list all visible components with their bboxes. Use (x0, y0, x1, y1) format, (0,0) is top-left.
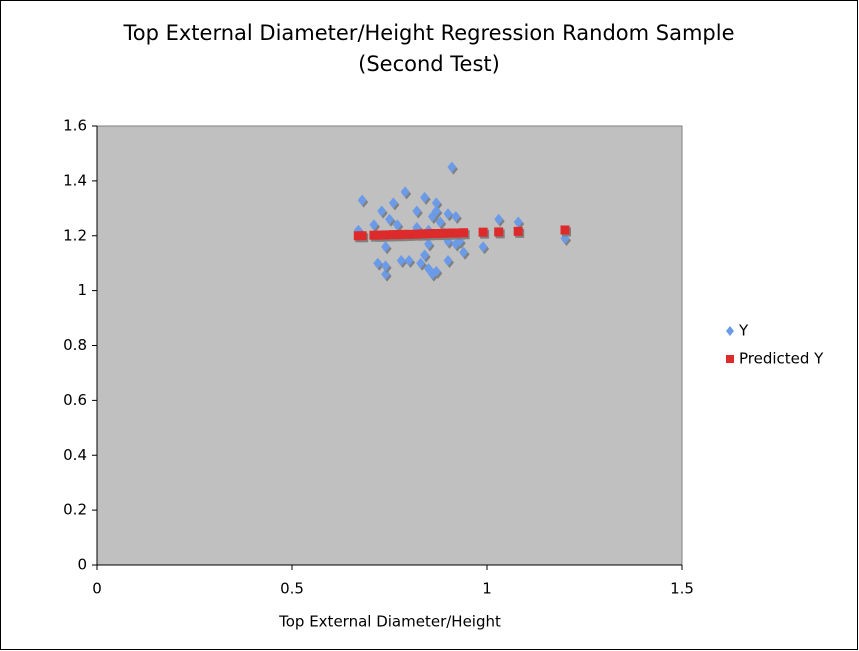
x-tick-label: 0.5 (280, 580, 304, 598)
legend-marker (726, 326, 734, 336)
point (459, 228, 469, 238)
point (431, 265, 441, 277)
x-tick-label: 1 (482, 580, 492, 598)
point (494, 227, 504, 237)
y-tick-label: 1.4 (63, 171, 87, 189)
x-axis-title: Top External Diameter/Height (278, 613, 501, 631)
y-tick-label: 1.2 (63, 226, 87, 244)
point (447, 161, 457, 173)
y-tick-label: 0.8 (63, 336, 87, 354)
y-tick-label: 0.2 (63, 501, 87, 519)
point (392, 219, 402, 231)
point (404, 254, 414, 266)
y-tick-label: 0.4 (63, 446, 87, 464)
point (459, 246, 469, 258)
point (478, 241, 488, 253)
point (381, 260, 391, 272)
point (451, 211, 461, 223)
point (431, 197, 441, 209)
y-tick-label: 0.6 (63, 391, 87, 409)
x-tick-label: 1.5 (670, 580, 694, 598)
point (424, 238, 433, 250)
point (373, 257, 383, 269)
point (357, 194, 367, 206)
point (369, 219, 379, 231)
point (431, 205, 441, 217)
y-tick-label: 1 (77, 281, 87, 299)
point (357, 231, 367, 241)
y-tick-label: 1.6 (63, 117, 87, 135)
legend-marker (726, 355, 734, 363)
point (396, 254, 406, 266)
point (385, 213, 394, 225)
point (513, 216, 523, 228)
point (412, 205, 422, 217)
point (420, 249, 430, 261)
point (404, 229, 414, 239)
x-tick-label: 0 (92, 580, 102, 598)
point (377, 205, 387, 217)
point (443, 208, 453, 220)
legend-label: Predicted Y (739, 350, 824, 368)
plot-area (96, 125, 683, 566)
point (400, 186, 410, 198)
point (381, 241, 391, 253)
point (494, 213, 504, 225)
point (435, 216, 445, 228)
point (416, 257, 426, 269)
point (443, 254, 453, 266)
point (388, 197, 398, 209)
point (478, 227, 488, 237)
chart-title: Top External Diameter/Height Regression … (123, 21, 735, 76)
point (420, 191, 430, 203)
legend-label: Y (738, 322, 749, 340)
point (513, 226, 523, 236)
y-tick-label: 0 (77, 556, 87, 574)
point (560, 225, 570, 235)
